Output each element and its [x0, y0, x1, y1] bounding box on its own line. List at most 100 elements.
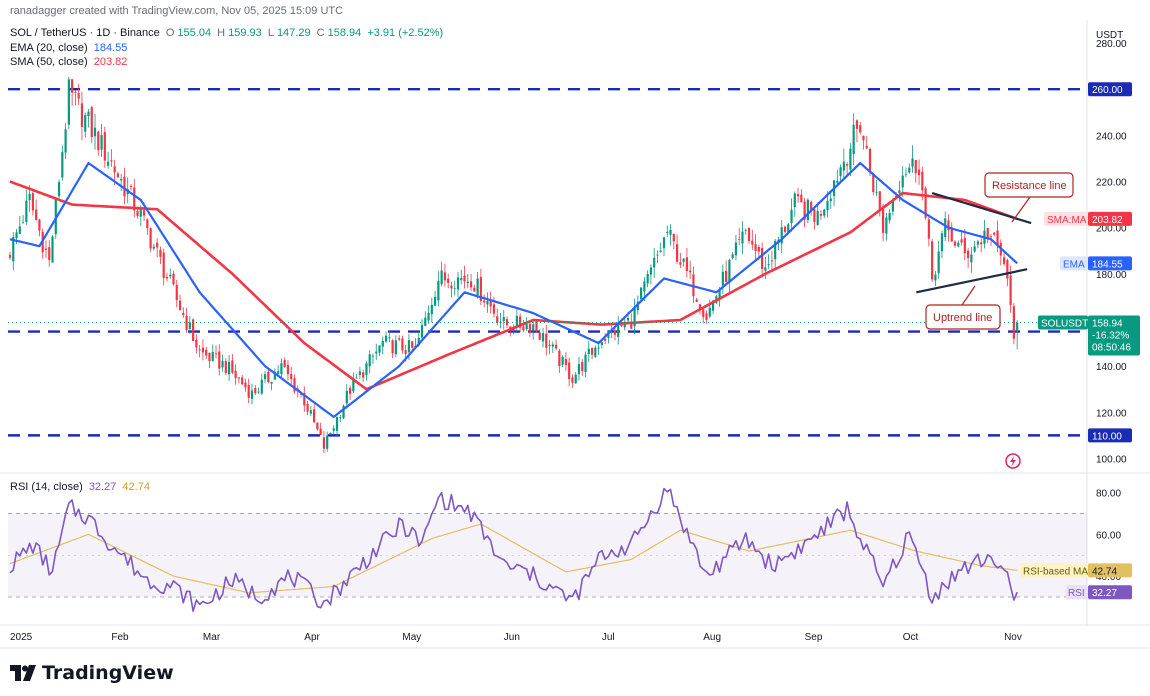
candle-body	[541, 333, 545, 342]
candle-body	[813, 209, 816, 222]
price-tick-label: 200.00	[1096, 224, 1127, 235]
candle-body	[175, 285, 178, 301]
candle-body	[247, 384, 250, 398]
candle-body	[270, 381, 273, 384]
candle-body	[12, 236, 15, 262]
price-tick-label: 280.00	[1096, 39, 1127, 50]
candle-body	[535, 321, 538, 332]
candle-body	[891, 200, 894, 212]
candle-body	[538, 332, 541, 340]
candle-body	[823, 209, 826, 216]
candle-body	[424, 317, 427, 326]
sma-50-line	[9, 180, 1018, 391]
candle-body	[505, 319, 509, 326]
ema-legend[interactable]: EMA (20, close) 184.55	[10, 42, 130, 54]
candle-body	[231, 360, 234, 373]
rsi-legend[interactable]: RSI (14, close) 32.27 42.74	[10, 481, 153, 493]
time-tick-label: Nov	[1004, 632, 1022, 643]
candle-body	[904, 174, 908, 176]
candle-body	[705, 313, 708, 320]
candle-body	[440, 270, 443, 285]
candle-body	[322, 437, 326, 449]
time-tick-label: Apr	[304, 632, 320, 643]
candle-body	[139, 209, 142, 217]
candle-body	[836, 180, 839, 183]
candle-body	[646, 274, 649, 284]
rsi-line	[9, 487, 1018, 613]
sma-legend[interactable]: SMA (50, close) 203.82	[10, 56, 130, 68]
price-tick-label: 140.00	[1096, 362, 1127, 373]
candle-body	[803, 201, 806, 220]
candle-body	[178, 300, 182, 311]
candle-body	[54, 197, 57, 235]
candle-body	[110, 160, 113, 162]
rsi-value-badge	[1088, 585, 1132, 600]
candle-body	[97, 131, 100, 151]
close-label: C	[316, 27, 325, 39]
candle-body	[371, 355, 375, 357]
candle-body	[862, 135, 865, 141]
price-tick-label: 120.00	[1096, 408, 1127, 419]
candle-body	[93, 127, 97, 137]
candle-body	[244, 382, 247, 388]
level-price-badge	[1088, 82, 1132, 97]
candle-body	[234, 370, 237, 379]
candle-body	[18, 226, 21, 234]
candle-body	[780, 227, 783, 244]
candle-body	[970, 254, 973, 263]
candle-body	[767, 264, 770, 266]
candle-body	[329, 433, 332, 434]
candle-body	[492, 304, 496, 314]
candle-body	[885, 217, 888, 234]
ema-badge-name: EMA	[1063, 259, 1085, 270]
symbol-badge-change: -16.32%	[1092, 330, 1129, 341]
candle-body	[77, 93, 80, 99]
candle-body	[339, 417, 342, 419]
uptrend-callout-text: Uptrend line	[933, 312, 992, 324]
candle-body	[846, 164, 849, 166]
candle-body	[427, 312, 430, 321]
candle-body	[852, 124, 855, 155]
candle-body	[659, 250, 662, 252]
candle-body	[623, 321, 626, 328]
candle-body	[636, 301, 639, 311]
candle-body	[924, 188, 927, 218]
time-tick-label: Jul	[602, 632, 615, 643]
candle-body	[169, 274, 172, 277]
candle-body	[100, 135, 103, 150]
candle-body	[260, 379, 263, 394]
candle-body	[914, 160, 917, 174]
candle-body	[551, 344, 554, 347]
candle-body	[796, 194, 800, 197]
time-tick-label: Jun	[504, 632, 520, 643]
candle-body	[842, 161, 845, 171]
symbol-badge	[1038, 315, 1088, 330]
candle-body	[192, 319, 195, 341]
candle-body	[747, 227, 751, 241]
candle-body	[67, 79, 70, 125]
candle-body	[679, 262, 682, 265]
candle-body	[963, 238, 966, 254]
candle-body	[8, 254, 12, 258]
low-label: L	[267, 27, 274, 39]
candle-body	[953, 241, 957, 246]
candle-body	[937, 251, 940, 274]
candle-body	[290, 374, 293, 380]
sma-badge-value: 203.82	[1092, 215, 1123, 226]
candle-body	[133, 187, 136, 211]
candle-body	[764, 267, 767, 271]
candle-body	[996, 230, 999, 246]
candle-body	[188, 322, 191, 330]
candle-body	[888, 212, 891, 221]
tradingview-logo[interactable]: TradingView	[10, 662, 174, 684]
candle-body	[872, 174, 875, 193]
candle-body	[787, 224, 790, 234]
rsi-badge	[1066, 585, 1088, 600]
candle-body	[214, 353, 218, 355]
rsi-ma-badge-value: 42.74	[1092, 566, 1117, 577]
candle-body	[352, 378, 355, 392]
candle-body	[486, 300, 489, 305]
candle-body	[806, 199, 809, 221]
candle-body	[156, 242, 159, 248]
candle-body	[237, 377, 240, 379]
